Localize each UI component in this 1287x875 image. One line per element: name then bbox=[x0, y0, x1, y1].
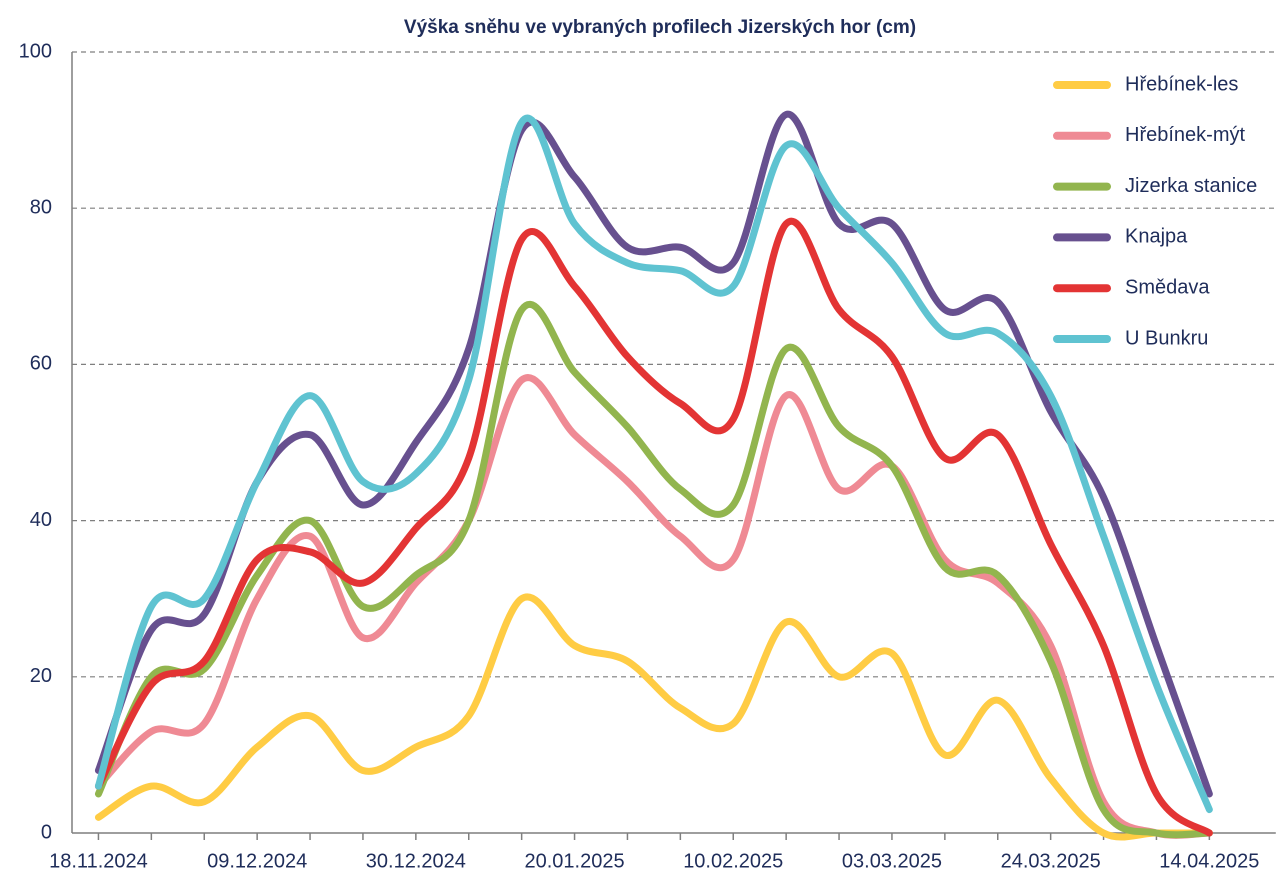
line bbox=[94, 217, 1213, 837]
legend-label: Hřebínek-les bbox=[1125, 73, 1238, 95]
x-tick-label: 10.02.2025 bbox=[683, 850, 783, 872]
x-tick-label: 30.12.2024 bbox=[366, 850, 466, 872]
y-tick-label: 100 bbox=[19, 40, 52, 62]
line bbox=[94, 300, 1213, 839]
line bbox=[94, 110, 1213, 798]
chart-title: Výška sněhu ve vybraných profilech Jizer… bbox=[404, 17, 916, 38]
x-tick-label: 03.03.2025 bbox=[842, 850, 942, 872]
x-tick-label: 24.03.2025 bbox=[1001, 850, 1101, 872]
x-tick-label: 09.12.2024 bbox=[207, 850, 307, 872]
y-tick-label: 40 bbox=[30, 509, 52, 531]
y-tick-label: 60 bbox=[30, 353, 52, 375]
y-tick-label: 20 bbox=[30, 665, 52, 687]
x-tick-label: 20.01.2025 bbox=[524, 850, 624, 872]
y-tick-label: 0 bbox=[41, 821, 52, 843]
legend-label: Knajpa bbox=[1125, 226, 1188, 248]
legend-label: Smědava bbox=[1125, 276, 1210, 298]
x-tick-label: 18.11.2024 bbox=[49, 850, 148, 872]
x-tick-label: 14.04.2025 bbox=[1159, 850, 1259, 872]
line bbox=[94, 114, 1213, 814]
y-tick-label: 80 bbox=[30, 196, 52, 218]
line bbox=[94, 593, 1213, 841]
legend-label: Jizerka stanice bbox=[1125, 175, 1257, 197]
legend-label: U Bunkru bbox=[1125, 327, 1208, 349]
legend-label: Hřebínek-mýt bbox=[1125, 124, 1245, 146]
